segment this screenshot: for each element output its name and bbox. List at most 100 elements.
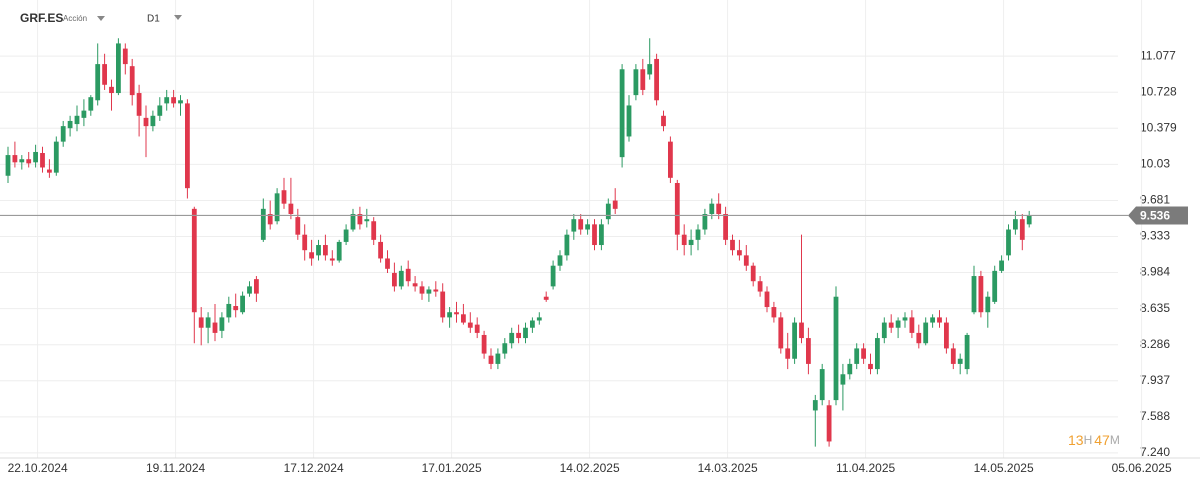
candle-body (109, 86, 114, 94)
candle-body (681, 234, 687, 246)
candle-body (205, 317, 211, 328)
candle-body (116, 43, 121, 94)
candle-body (826, 405, 832, 442)
symbol[interactable]: GRF.ES (20, 11, 63, 25)
candle-body (323, 245, 328, 256)
candle-body (875, 338, 880, 370)
candle-body (661, 115, 666, 127)
y-tick-label: 10.728 (1140, 84, 1177, 98)
grid: 7.240 7.588 7.937 8.286 8.635 8.984 9.333 9.681… (0, 0, 1200, 475)
candle-body (281, 190, 287, 204)
y-tick-label: 8.635 (1140, 301, 1170, 315)
candle-body (730, 239, 735, 251)
candle-body (937, 317, 942, 323)
candle-body (564, 234, 570, 256)
candle-body (150, 115, 156, 127)
candle-body (95, 64, 101, 101)
candle-body (378, 241, 383, 259)
candle-body (440, 291, 446, 318)
candle-body (536, 317, 542, 321)
candle-body (447, 312, 452, 318)
candle-body (999, 260, 1004, 271)
y-tick-label: 7.588 (1140, 409, 1170, 423)
candle-body (405, 268, 411, 282)
candle-body (240, 295, 245, 313)
candle-body (274, 193, 280, 222)
candle-body (392, 272, 397, 287)
candle-body (619, 69, 625, 158)
candle-body (978, 276, 984, 313)
timeframe[interactable]: D1 (147, 14, 160, 25)
candle-body (992, 270, 998, 302)
candle-body (509, 332, 515, 344)
candle-body (806, 338, 811, 364)
candle-body (143, 117, 149, 127)
candle-body (881, 322, 887, 339)
candle-body (467, 322, 473, 328)
toolbar: GRF.ES Acción D1 (20, 11, 182, 25)
candle-body (371, 221, 377, 240)
candle-body (1019, 219, 1025, 240)
candle-body (288, 203, 294, 215)
candle-body (398, 270, 404, 287)
candle-body (191, 208, 197, 313)
candle-body (426, 289, 432, 294)
candle-body (688, 239, 694, 246)
candle-body (247, 286, 252, 294)
candle-body (861, 348, 866, 359)
candle-body (350, 214, 356, 230)
candle-body (819, 369, 825, 401)
candle-body (1026, 215, 1032, 225)
candle-body (5, 155, 11, 176)
candle-body (571, 219, 577, 232)
candle-body (971, 276, 977, 313)
candle-body (695, 229, 701, 240)
candle-body (295, 217, 301, 235)
candle-body (771, 307, 777, 318)
y-tick-label: 10.379 (1140, 120, 1177, 134)
candle-body (868, 363, 873, 370)
candle-body (495, 353, 501, 364)
candle-body (267, 214, 273, 225)
y-tick-label: 9.333 (1140, 229, 1170, 243)
instrument-type: Acción (63, 14, 87, 23)
countdown-minutes: 47 (1094, 432, 1110, 448)
candle-body (902, 317, 908, 321)
candle-body (316, 245, 321, 256)
candle-body (419, 286, 425, 294)
candle-body (737, 250, 742, 256)
y-tick-label: 7.240 (1140, 445, 1170, 459)
candle-body (647, 64, 653, 75)
y-tick-label: 8.286 (1140, 337, 1170, 351)
candle-body (102, 64, 107, 85)
candle-body (916, 332, 922, 344)
candle-body (212, 322, 218, 333)
candle-body (412, 283, 418, 287)
candle-body (67, 120, 73, 129)
dropdown-arrow[interactable] (174, 15, 182, 20)
candle-body (302, 234, 308, 251)
candle-body (716, 203, 722, 215)
y-tick-label: 7.937 (1140, 373, 1170, 387)
candle-body (254, 279, 259, 294)
candle-body (74, 115, 80, 125)
candle-body (488, 355, 494, 364)
candles (5, 38, 1032, 447)
candle-body (461, 314, 466, 323)
candle-body (592, 224, 597, 246)
candle-body (185, 103, 190, 189)
candle-body (702, 214, 708, 230)
x-tick-label: 22.10.2024 (8, 461, 68, 475)
candle-body (481, 334, 487, 354)
candle-body (674, 182, 680, 235)
candle-body (557, 255, 563, 266)
candle-body (122, 48, 128, 65)
candle-body (847, 363, 853, 375)
x-tick-label: 14.03.2025 (698, 461, 758, 475)
dropdown-arrow[interactable] (97, 16, 105, 21)
candle-body (709, 203, 715, 215)
candle-body (60, 126, 66, 142)
candle-body (260, 208, 266, 240)
candle-body (516, 332, 521, 339)
